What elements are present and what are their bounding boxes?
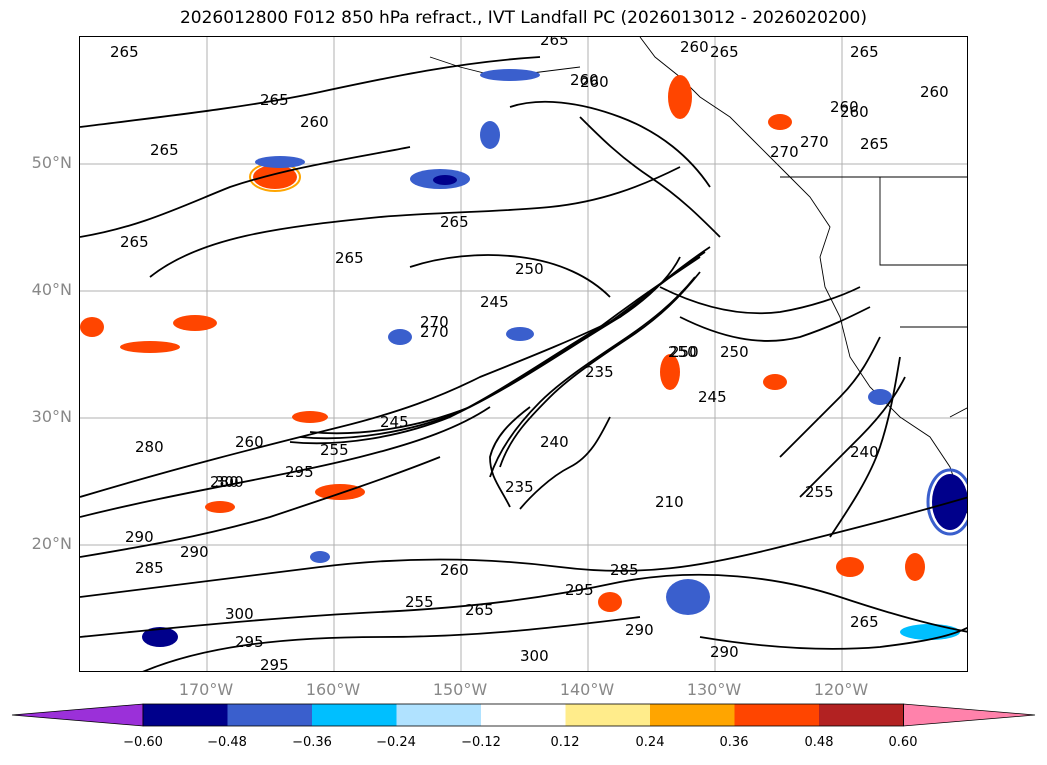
- contour-label: 250: [668, 343, 697, 361]
- contour-label: 250: [515, 260, 544, 278]
- colorbar-arrow-right: [903, 703, 1036, 727]
- contour-label: 245: [698, 388, 727, 406]
- anomaly-shading: [80, 69, 967, 647]
- contour-label: 270: [770, 143, 799, 161]
- coastline: [429, 37, 967, 514]
- contour-label: 265: [850, 43, 879, 61]
- contour-label: 255: [320, 441, 349, 459]
- colorbar-arrow-left: [11, 703, 144, 727]
- contour-label: 295: [235, 633, 264, 651]
- map-title: 2026012800 F012 850 hPa refract., IVT La…: [179, 8, 867, 28]
- contour-label: 240: [540, 433, 569, 451]
- contour-label: 235: [585, 363, 614, 381]
- contour-label: 280: [210, 473, 239, 491]
- contour-label: 255: [805, 483, 834, 501]
- contour-label: 265: [465, 601, 494, 619]
- colorbar-tick: −0.48: [207, 735, 247, 750]
- lon-label-170w: 170°W: [178, 680, 234, 699]
- contour-label: 285: [135, 559, 164, 577]
- contour-label: 260: [300, 113, 329, 131]
- contour-label: 270: [420, 313, 449, 331]
- contour-label: 265: [540, 37, 569, 49]
- contour-label: 240: [850, 443, 879, 461]
- contour-label: 280: [135, 438, 164, 456]
- colorbar: [11, 703, 1036, 727]
- contour-label: 265: [120, 233, 149, 251]
- contour-label: 265: [335, 249, 364, 267]
- contour-label: 265: [440, 213, 469, 231]
- map-plot-area: 265 260 265 265 265 260 265 250 245 270 …: [79, 36, 968, 672]
- contour-lines: [80, 56, 967, 671]
- contour-label: 300: [225, 605, 254, 623]
- contour-label: 270: [800, 133, 829, 151]
- colorbar-segment: [565, 704, 650, 726]
- colorbar-tick: 0.12: [550, 735, 580, 750]
- contour-label: 290: [710, 643, 739, 661]
- lon-label-160w: 160°W: [305, 680, 361, 699]
- contour-label: 260: [570, 71, 599, 89]
- contour-label: 270: [420, 323, 449, 341]
- contour-label: 300: [520, 647, 549, 665]
- contour-label: 255: [405, 593, 434, 611]
- colorbar-tick: −0.36: [292, 735, 332, 750]
- contour-label: 265: [110, 43, 139, 61]
- colorbar-segment: [819, 704, 904, 726]
- contour-label: 235: [505, 478, 534, 496]
- contour-label: 260: [235, 433, 264, 451]
- contour-labels: 265 260 265 265 265 260 265 250 245 270 …: [110, 37, 949, 672]
- colorbar-segment: [734, 704, 819, 726]
- contour-label: 245: [480, 293, 509, 311]
- contour-label: 245: [380, 413, 409, 431]
- contour-label: 250: [720, 343, 749, 361]
- contour-label: 290: [625, 621, 654, 639]
- graticule: [80, 37, 967, 671]
- contour-label: 265: [260, 91, 289, 109]
- lat-label-30n: 30°N: [31, 407, 72, 426]
- lon-label-150w: 150°W: [432, 680, 488, 699]
- lat-label-20n: 20°N: [31, 534, 72, 553]
- lon-label-120w: 120°W: [813, 680, 869, 699]
- colorbar-tick: 0.60: [888, 735, 918, 750]
- contour-label: 260: [840, 103, 869, 121]
- contour-label: 210: [655, 493, 684, 511]
- lon-label-140w: 140°W: [559, 680, 615, 699]
- contour-label: 265: [710, 43, 739, 61]
- colorbar-tick: 0.48: [804, 735, 834, 750]
- contour-label: 295: [285, 463, 314, 481]
- colorbar-segment: [481, 704, 566, 726]
- colorbar-tick: −0.12: [461, 735, 501, 750]
- contour-label: 260: [440, 561, 469, 579]
- contour-label: 265: [860, 135, 889, 153]
- colorbar-segment: [312, 704, 397, 726]
- map-canvas: 265 260 265 265 265 260 265 250 245 270 …: [80, 37, 967, 672]
- contour-label: 300: [215, 473, 244, 491]
- colorbar-tick: 0.36: [719, 735, 749, 750]
- colorbar-segment: [227, 704, 312, 726]
- contour-label: 250: [670, 343, 699, 361]
- contour-label: 265: [850, 613, 879, 631]
- colorbar-tick: −0.24: [376, 735, 416, 750]
- contour-label: 265: [150, 141, 179, 159]
- colorbar-segment: [143, 704, 228, 726]
- colorbar-tick: −0.60: [123, 735, 163, 750]
- contour-label: 295: [565, 581, 594, 599]
- lon-label-130w: 130°W: [686, 680, 742, 699]
- contour-label: 260: [680, 38, 709, 56]
- contour-label: 295: [260, 656, 289, 672]
- colorbar-outline: [142, 703, 904, 727]
- contour-label: 290: [180, 543, 209, 561]
- lat-label-40n: 40°N: [31, 280, 72, 299]
- colorbar-tick: 0.24: [635, 735, 665, 750]
- contour-label: 260: [920, 83, 949, 101]
- contour-label: 260: [580, 73, 609, 91]
- lat-label-50n: 50°N: [31, 153, 72, 172]
- contour-label: 285: [610, 561, 639, 579]
- contour-label: 290: [125, 528, 154, 546]
- colorbar-segment: [650, 704, 735, 726]
- contour-label: 260: [830, 98, 859, 116]
- colorbar-segment: [396, 704, 481, 726]
